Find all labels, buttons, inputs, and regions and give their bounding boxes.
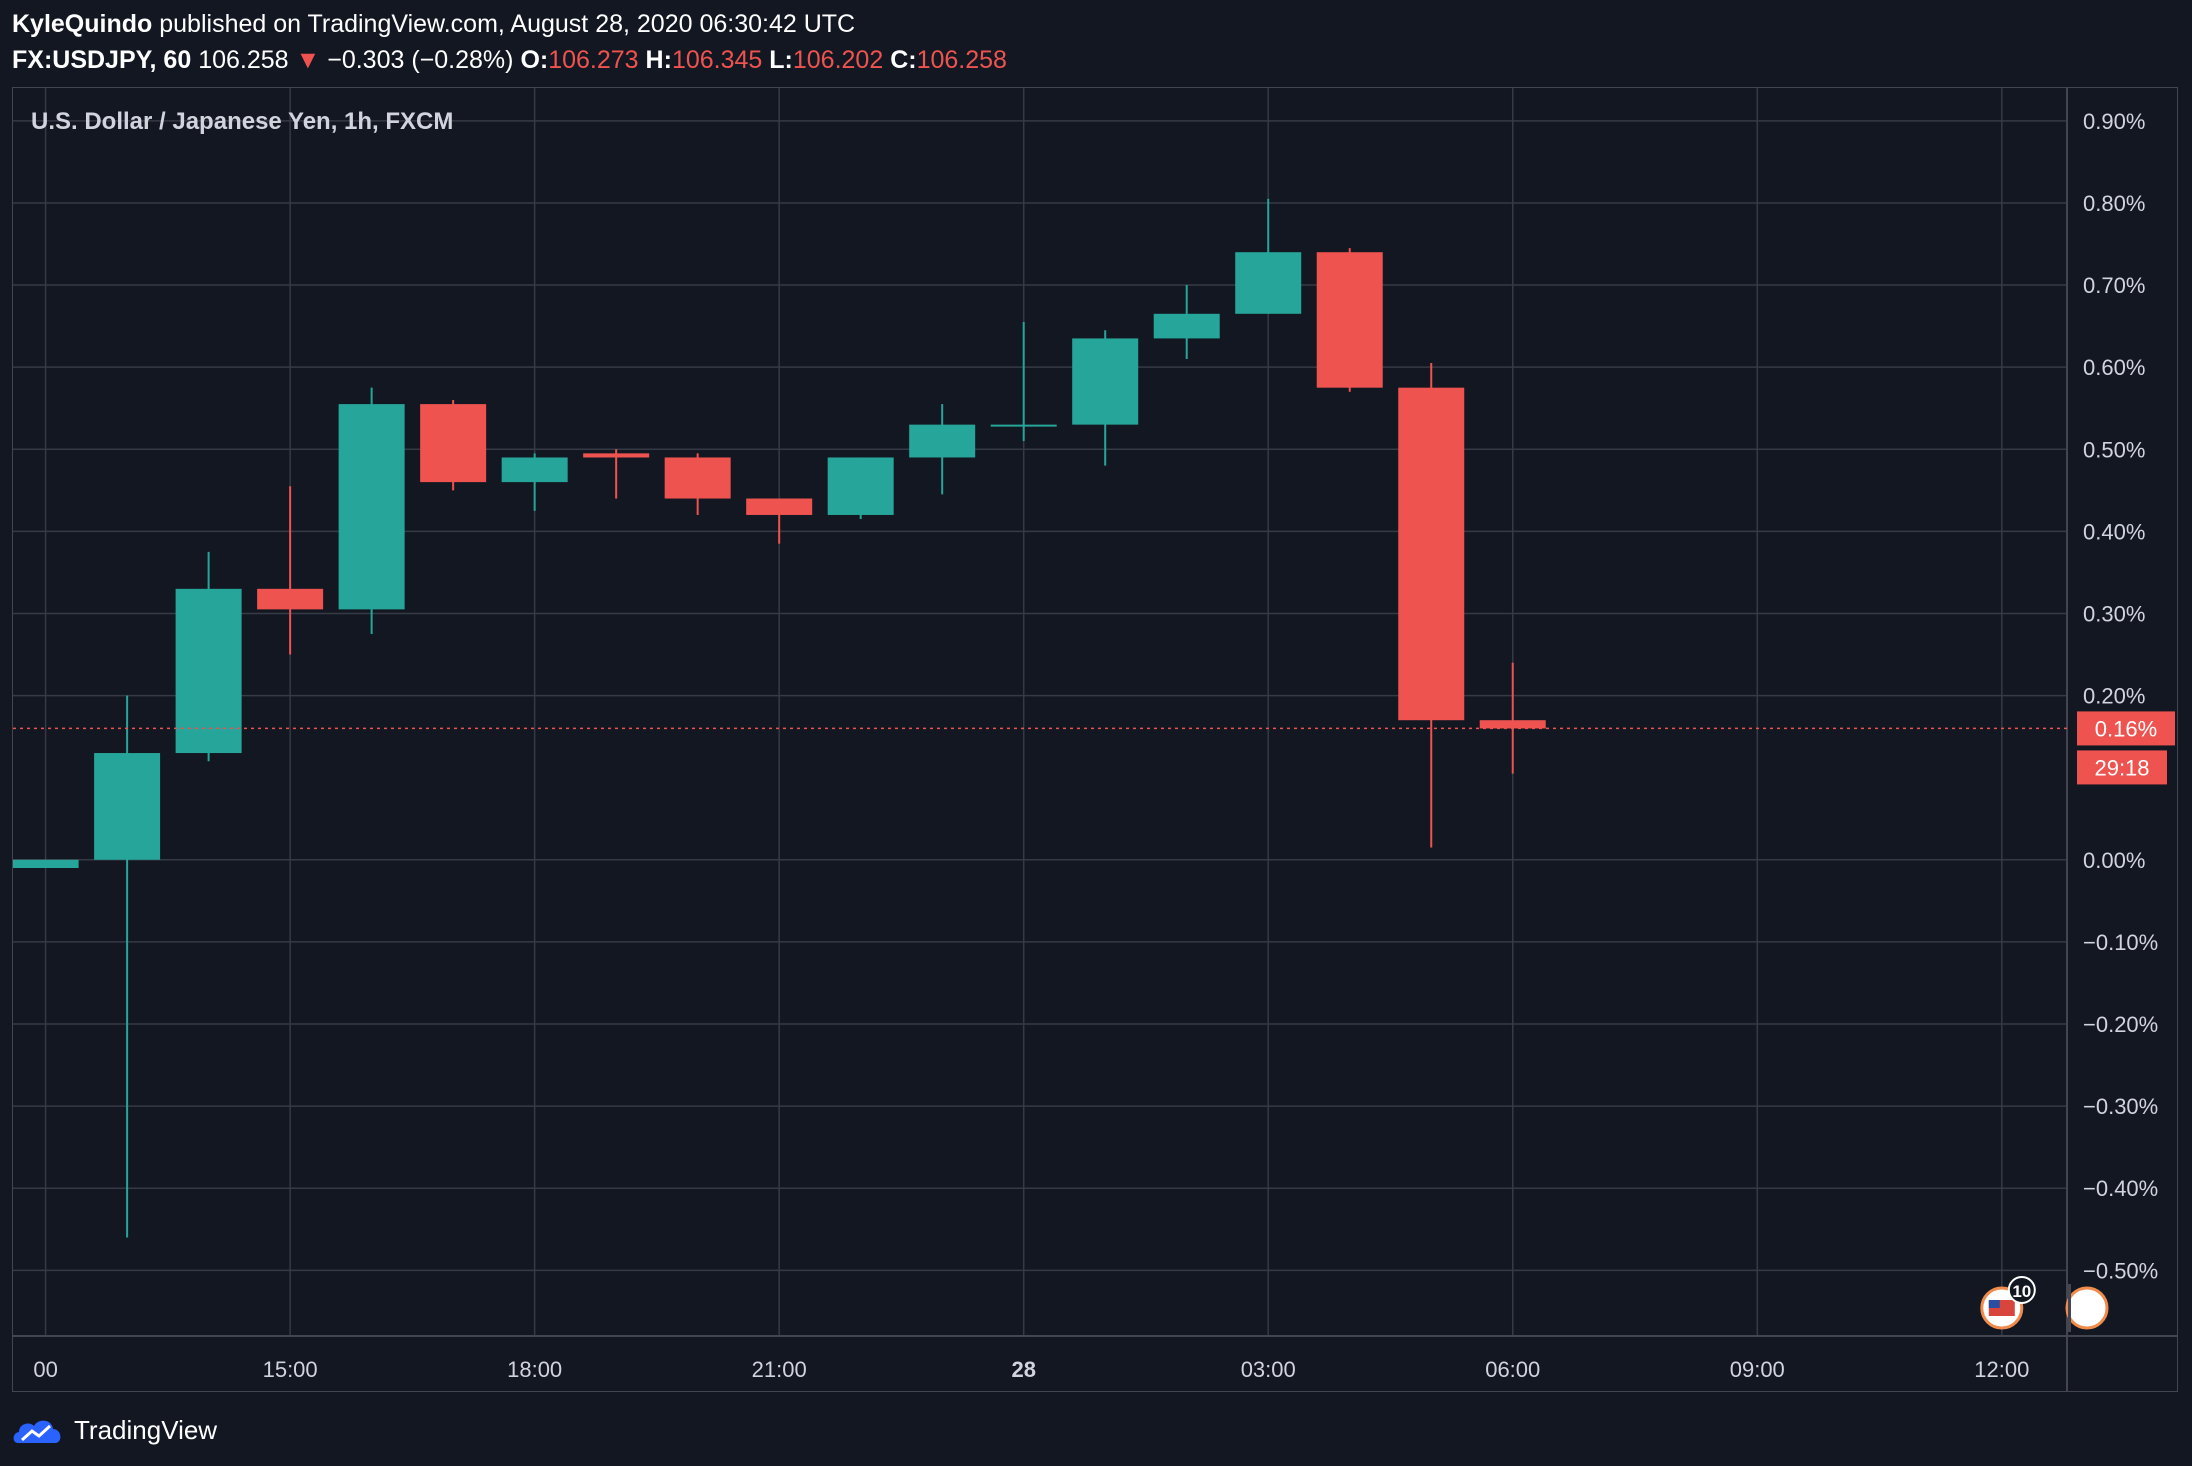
candle-body bbox=[1479, 720, 1546, 729]
candle-up bbox=[1235, 198, 1302, 314]
last-price: 106.258 bbox=[198, 46, 289, 74]
candle-body bbox=[257, 588, 324, 610]
y-tick-label: 0.20% bbox=[2083, 684, 2145, 709]
y-tick-label: 0.60% bbox=[2083, 355, 2145, 380]
y-tick-label: 0.00% bbox=[2083, 848, 2145, 873]
axes: 0.90% 0.80% 0.70% 0.60% 0.50% 0.40% 0.30% 0.20%… bbox=[13, 88, 2177, 1391]
candle-down bbox=[583, 449, 650, 499]
x-tick-label: 09:00 bbox=[1730, 1357, 1785, 1382]
high-value: 106.345 bbox=[671, 46, 763, 74]
open-label: O: bbox=[520, 46, 549, 74]
y-tick-label: 0.30% bbox=[2083, 601, 2145, 626]
candle-up bbox=[338, 387, 405, 634]
event-count: 10 bbox=[2012, 1282, 2031, 1301]
event-marker-icon bbox=[2065, 1284, 2109, 1332]
down-arrow-icon: ▼ bbox=[295, 46, 321, 74]
brand-name[interactable]: TradingView bbox=[74, 1414, 218, 1445]
candle-up bbox=[909, 404, 976, 495]
x-tick-label: 00 bbox=[33, 1357, 57, 1382]
x-tick-label: 15:00 bbox=[263, 1357, 318, 1382]
x-tick-label: 18:00 bbox=[507, 1357, 562, 1382]
candle-body bbox=[1398, 387, 1465, 721]
candle-body bbox=[338, 404, 405, 610]
candle-body bbox=[909, 424, 976, 458]
candle-body bbox=[1153, 313, 1220, 339]
current-value-badge bbox=[2077, 711, 2175, 746]
candle-down bbox=[257, 486, 324, 655]
x-tick-label: 03:00 bbox=[1241, 1357, 1296, 1382]
close-value: 106.258 bbox=[916, 46, 1007, 74]
y-tick-label: 0.50% bbox=[2083, 437, 2145, 462]
y-tick-label: −0.10% bbox=[2083, 930, 2158, 955]
published-text: published on TradingView.com, August 28,… bbox=[159, 10, 856, 38]
current-value-label: 0.16% bbox=[2095, 716, 2157, 741]
candle-body bbox=[94, 753, 161, 860]
low-label: L: bbox=[769, 46, 793, 74]
chart-header: KyleQuindo published on TradingView.com,… bbox=[12, 6, 1007, 78]
candle-body bbox=[420, 404, 487, 483]
candle-down bbox=[1479, 662, 1546, 774]
flag-canton bbox=[1988, 1300, 2000, 1308]
x-tick-label: 06:00 bbox=[1485, 1357, 1540, 1382]
candle-up bbox=[990, 322, 1057, 442]
open-value: 106.273 bbox=[548, 46, 639, 74]
candlestick-chart[interactable]: 0.90% 0.80% 0.70% 0.60% 0.50% 0.40% 0.30% 0.20%… bbox=[13, 88, 2177, 1391]
event-marker-icon: 10 bbox=[1980, 1276, 2036, 1330]
symbol-label[interactable]: FX:USDJPY, 60 bbox=[12, 46, 192, 74]
candle-up bbox=[1153, 285, 1220, 359]
candle-body bbox=[1072, 338, 1139, 425]
footer: TradingView bbox=[12, 1410, 217, 1450]
candle-body bbox=[664, 457, 731, 499]
low-value: 106.202 bbox=[792, 46, 884, 74]
event-count-badge bbox=[2007, 1276, 2036, 1304]
candle-up bbox=[94, 695, 161, 1238]
y-tick-label: −0.40% bbox=[2083, 1176, 2158, 1201]
change-text: −0.303 (−0.28%) bbox=[327, 46, 514, 74]
axis-overlay bbox=[2068, 1284, 2071, 1332]
publish-line: KyleQuindo published on TradingView.com,… bbox=[12, 6, 1007, 42]
candle-body bbox=[827, 457, 894, 515]
candle-down bbox=[746, 498, 813, 544]
chart-area[interactable]: 0.90% 0.80% 0.70% 0.60% 0.50% 0.40% 0.30% 0.20%… bbox=[12, 87, 2178, 1392]
y-tick-label: 0.40% bbox=[2083, 519, 2145, 544]
y-tick-label: −0.30% bbox=[2083, 1094, 2158, 1119]
candle-body bbox=[13, 859, 79, 868]
y-tick-label: 0.90% bbox=[2083, 109, 2145, 134]
countdown-badge bbox=[2077, 750, 2167, 785]
author-name[interactable]: KyleQuindo bbox=[12, 10, 153, 38]
candle-body bbox=[990, 424, 1057, 427]
us-flag-icon bbox=[2065, 1286, 2109, 1330]
grid bbox=[13, 88, 2067, 1336]
candle-down bbox=[664, 453, 731, 515]
candle-body bbox=[1235, 252, 1302, 314]
close-label: C: bbox=[890, 46, 917, 74]
candle-body bbox=[501, 457, 568, 483]
candle-body bbox=[583, 453, 650, 458]
candle-down bbox=[420, 400, 487, 491]
candle-up bbox=[13, 859, 79, 868]
high-label: H: bbox=[645, 46, 672, 74]
candle-up bbox=[501, 453, 568, 511]
x-tick-label: 28 bbox=[1011, 1357, 1035, 1382]
x-tick-label: 21:00 bbox=[752, 1357, 807, 1382]
y-tick-label: 0.80% bbox=[2083, 191, 2145, 216]
candle-body bbox=[746, 498, 813, 515]
countdown-label: 29:18 bbox=[2094, 755, 2149, 780]
candle-body bbox=[175, 588, 242, 754]
candle-down bbox=[1398, 363, 1465, 848]
tradingview-cloud-icon bbox=[13, 1420, 61, 1443]
y-tick-label: −0.20% bbox=[2083, 1012, 2158, 1037]
candles bbox=[13, 198, 1546, 1238]
candle-down bbox=[1316, 248, 1383, 392]
chart-title: U.S. Dollar / Japanese Yen, 1h, FXCM bbox=[31, 108, 453, 135]
candle-up bbox=[175, 551, 242, 762]
x-tick-label: 12:00 bbox=[1974, 1357, 2029, 1382]
y-tick-label: 0.70% bbox=[2083, 273, 2145, 298]
candle-up bbox=[827, 457, 894, 520]
ohlc-line: FX:USDJPY, 60 106.258 ▼ −0.303 (−0.28%) … bbox=[12, 42, 1007, 78]
y-tick-label: −0.50% bbox=[2083, 1258, 2158, 1283]
candle-body bbox=[1316, 252, 1383, 388]
candle-up bbox=[1072, 330, 1139, 466]
